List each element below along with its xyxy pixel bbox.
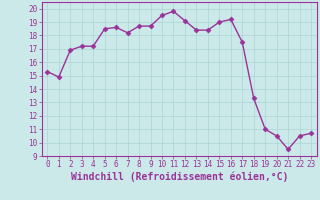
X-axis label: Windchill (Refroidissement éolien,°C): Windchill (Refroidissement éolien,°C) — [70, 172, 288, 182]
